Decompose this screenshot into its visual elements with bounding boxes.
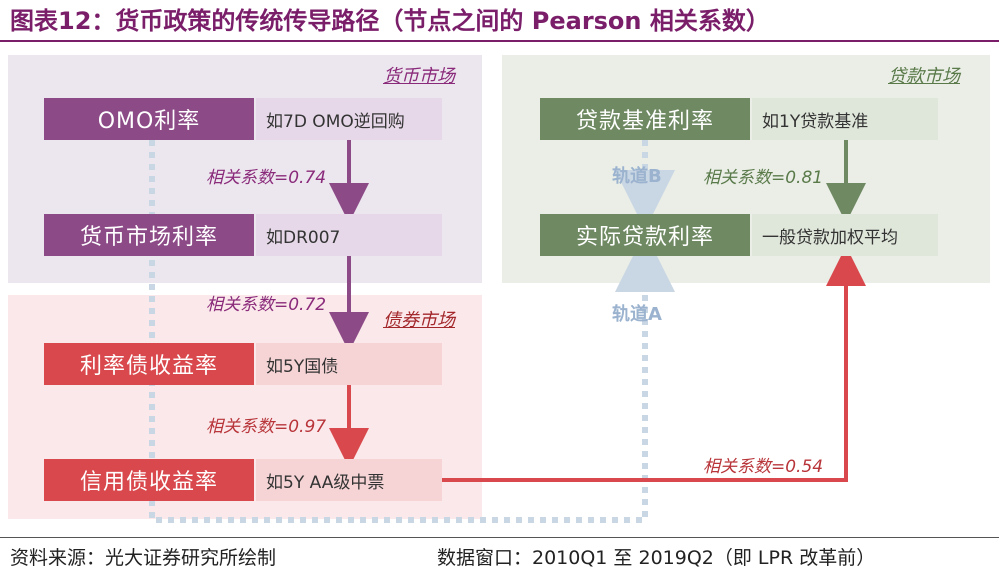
title-rule [0,40,999,42]
node-credit-yield-example: 如5Y AA级中票 [256,459,442,501]
track-a-label: 轨道A [612,304,662,325]
corr-base-real: 相关系数=0.81 [703,168,824,188]
node-loan-real-example: 一般贷款加权平均 [752,214,938,256]
arrow-credit-real [440,246,866,482]
corr-market-bond: 相关系数=0.72 [206,295,327,315]
source-note: 资料来源：光大证券研究所绘制 [10,547,277,569]
node-loan-base: 贷款基准利率 如1Y贷款基准 [540,98,938,140]
node-omo-example: 如7D OMO逆回购 [256,98,442,140]
corr-credit-real: 相关系数=0.54 [703,457,824,477]
footer-rule [0,537,999,538]
node-loan-base-label: 贷款基准利率 [540,98,750,140]
node-bond-yield-label: 利率债收益率 [44,343,254,385]
node-bond-yield-example: 如5Y国债 [256,343,442,385]
node-bond-yield: 利率债收益率 如5Y国债 [44,343,442,385]
figure-title: 图表12：货币政策的传统传导路径（节点之间的 Pearson 相关系数） [10,7,770,35]
data-window-note: 数据窗口：2010Q1 至 2019Q2（即 LPR 改革前） [437,547,876,569]
node-loan-real: 实际贷款利率 一般贷款加权平均 [540,214,938,256]
money-market-label: 货币市场 [383,66,455,87]
track-b-label: 轨道B [612,166,662,187]
node-credit-yield-label: 信用债收益率 [44,459,254,501]
node-market-rate-example: 如DR007 [256,214,442,256]
node-omo-label: OMO利率 [44,98,254,140]
bond-market-label: 债券市场 [383,310,455,331]
node-market-rate-label: 货币市场利率 [44,214,254,256]
node-loan-real-label: 实际贷款利率 [540,214,750,256]
corr-omo-market: 相关系数=0.74 [206,168,327,188]
node-loan-base-example: 如1Y贷款基准 [752,98,938,140]
node-credit-yield: 信用债收益率 如5Y AA级中票 [44,459,442,501]
node-market-rate: 货币市场利率 如DR007 [44,214,442,256]
corr-bond-credit: 相关系数=0.97 [206,417,327,437]
loan-market-label: 贷款市场 [888,66,960,87]
node-omo: OMO利率 如7D OMO逆回购 [44,98,442,140]
